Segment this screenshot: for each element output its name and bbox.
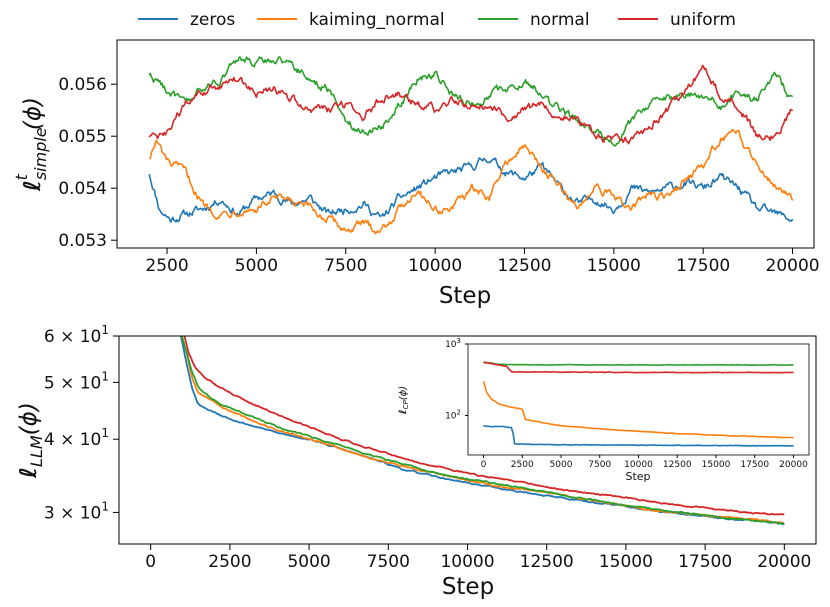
- bottom-series-normal: [180, 336, 785, 525]
- inset-y-tick-label: 103: [445, 337, 461, 350]
- top-x-tick-label: 10000: [408, 256, 462, 276]
- bottom-y-tick-label: 3 × 101: [44, 499, 109, 523]
- inset-x-tick-label: 17500: [740, 460, 769, 470]
- chart-inset-cp-loss: 0 2500 5000 7500 10000 12500 15000 17500 20000 10…: [398, 337, 810, 483]
- inset-plot-frame: [467, 343, 810, 456]
- top-y-axis-label-main: ℓ: [20, 180, 46, 192]
- inset-x-tick-label: 20000: [779, 460, 808, 470]
- inset-x-axis-label: Step: [625, 470, 650, 483]
- bottom-x-tick-label: 15000: [599, 552, 653, 572]
- bottom-x-tick-label: 20000: [757, 552, 811, 572]
- top-x-axis-label: Step: [439, 283, 491, 309]
- legend: zeros kaiming_normal normal uniform: [138, 10, 736, 30]
- bottom-y-tick-label: 4 × 101: [44, 426, 109, 450]
- bottom-x-axis-label: Step: [442, 574, 494, 600]
- top-x-tick-label: 20000: [766, 256, 820, 276]
- bottom-series: [179, 336, 785, 526]
- bottom-y-tick-label: 6 × 101: [44, 323, 109, 347]
- inset-series: [482, 361, 794, 447]
- top-series-normal: [148, 56, 794, 147]
- inset-y-axis-label-main: ℓ: [398, 409, 409, 415]
- top-x-tick-label: 17500: [676, 256, 730, 276]
- legend-label-kaiming-normal: kaiming_normal: [309, 10, 445, 30]
- top-series-zeros: [148, 157, 794, 223]
- top-y-axis-label-sup: t: [12, 173, 31, 180]
- bottom-y-axis-label-sub: LLM: [27, 435, 46, 467]
- legend-label-normal: normal: [530, 10, 590, 30]
- bottom-y-axis-label-main: ℓ: [16, 467, 42, 479]
- bottom-x-tick-label: 5000: [287, 552, 330, 572]
- bottom-ticks: 0 2500 5000 7500 10000 12500 15000 17500 20000 3 …: [44, 323, 812, 572]
- top-x-tick-label: 15000: [587, 256, 641, 276]
- inset-y-axis-label-sub: CP: [402, 400, 410, 410]
- inset-y-axis-label: ℓCP(ϕ): [398, 386, 410, 415]
- top-series-kaiming-normal: [149, 128, 794, 235]
- inset-y-axis-label-tail: (ϕ): [398, 386, 409, 400]
- bottom-series-zeros: [179, 336, 785, 526]
- chart-bottom-llm-loss: 0 2500 5000 7500 10000 12500 15000 17500 20000 3 …: [16, 323, 817, 600]
- inset-x-tick-label: 5000: [550, 460, 573, 470]
- top-x-tick-label: 2500: [145, 256, 188, 276]
- bottom-x-tick-label: 2500: [208, 552, 251, 572]
- inset-x-tick-label: 12500: [663, 460, 692, 470]
- top-y-tick-label: 0.056: [58, 75, 107, 95]
- legend-label-zeros: zeros: [190, 10, 235, 30]
- bottom-x-tick-label: 17500: [678, 552, 732, 572]
- inset-x-tick-label: 7500: [588, 460, 611, 470]
- chart-top-simple-loss: 2500 5000 7500 10000 12500 15000 17500 20000 0.0…: [12, 39, 820, 309]
- legend-label-uniform: uniform: [670, 10, 736, 30]
- top-y-axis-label: ℓsimplet (ϕ): [12, 97, 50, 192]
- bottom-y-tick-label: 5 × 101: [44, 369, 109, 393]
- inset-series-normal: [483, 361, 794, 367]
- bottom-y-axis-label-tail: (ϕ): [16, 402, 42, 435]
- bottom-x-tick-label: 0: [145, 552, 156, 572]
- top-y-tick-label: 0.053: [58, 231, 107, 251]
- inset-y-tick-label: 102: [445, 408, 461, 421]
- top-ticks: 2500 5000 7500 10000 12500 15000 17500 20000 0.0…: [58, 75, 819, 276]
- top-y-tick-label: 0.054: [58, 179, 107, 199]
- inset-ticks: 0 2500 5000 7500 10000 12500 15000 17500 20000 10…: [445, 337, 808, 470]
- inset-series-zeros: [483, 424, 794, 447]
- top-x-tick-label: 7500: [324, 256, 367, 276]
- bottom-y-axis-label: ℓLLM(ϕ): [16, 402, 46, 479]
- inset-x-tick-label: 10000: [624, 460, 653, 470]
- top-y-tick-label: 0.055: [58, 127, 107, 147]
- top-x-tick-label: 12500: [497, 256, 551, 276]
- top-plot-frame: [116, 39, 815, 249]
- bottom-series-uniform: [183, 336, 785, 516]
- inset-x-tick-label: 0: [481, 460, 487, 470]
- bottom-x-tick-label: 10000: [440, 552, 494, 572]
- top-series-uniform: [148, 64, 794, 145]
- bottom-plot-frame: [118, 335, 817, 545]
- top-y-axis-label-sub: simple: [31, 127, 50, 180]
- inset-series-uniform: [483, 361, 794, 374]
- inset-background: [468, 344, 809, 455]
- top-x-tick-label: 5000: [235, 256, 278, 276]
- inset-series-kaiming-normal: [482, 381, 794, 439]
- inset-x-tick-label: 2500: [511, 460, 534, 470]
- inset-x-tick-label: 15000: [702, 460, 731, 470]
- top-series: [148, 56, 794, 235]
- bottom-x-tick-label: 7500: [367, 552, 410, 572]
- bottom-x-tick-label: 12500: [520, 552, 574, 572]
- top-y-axis-label-tail: (ϕ): [20, 97, 46, 130]
